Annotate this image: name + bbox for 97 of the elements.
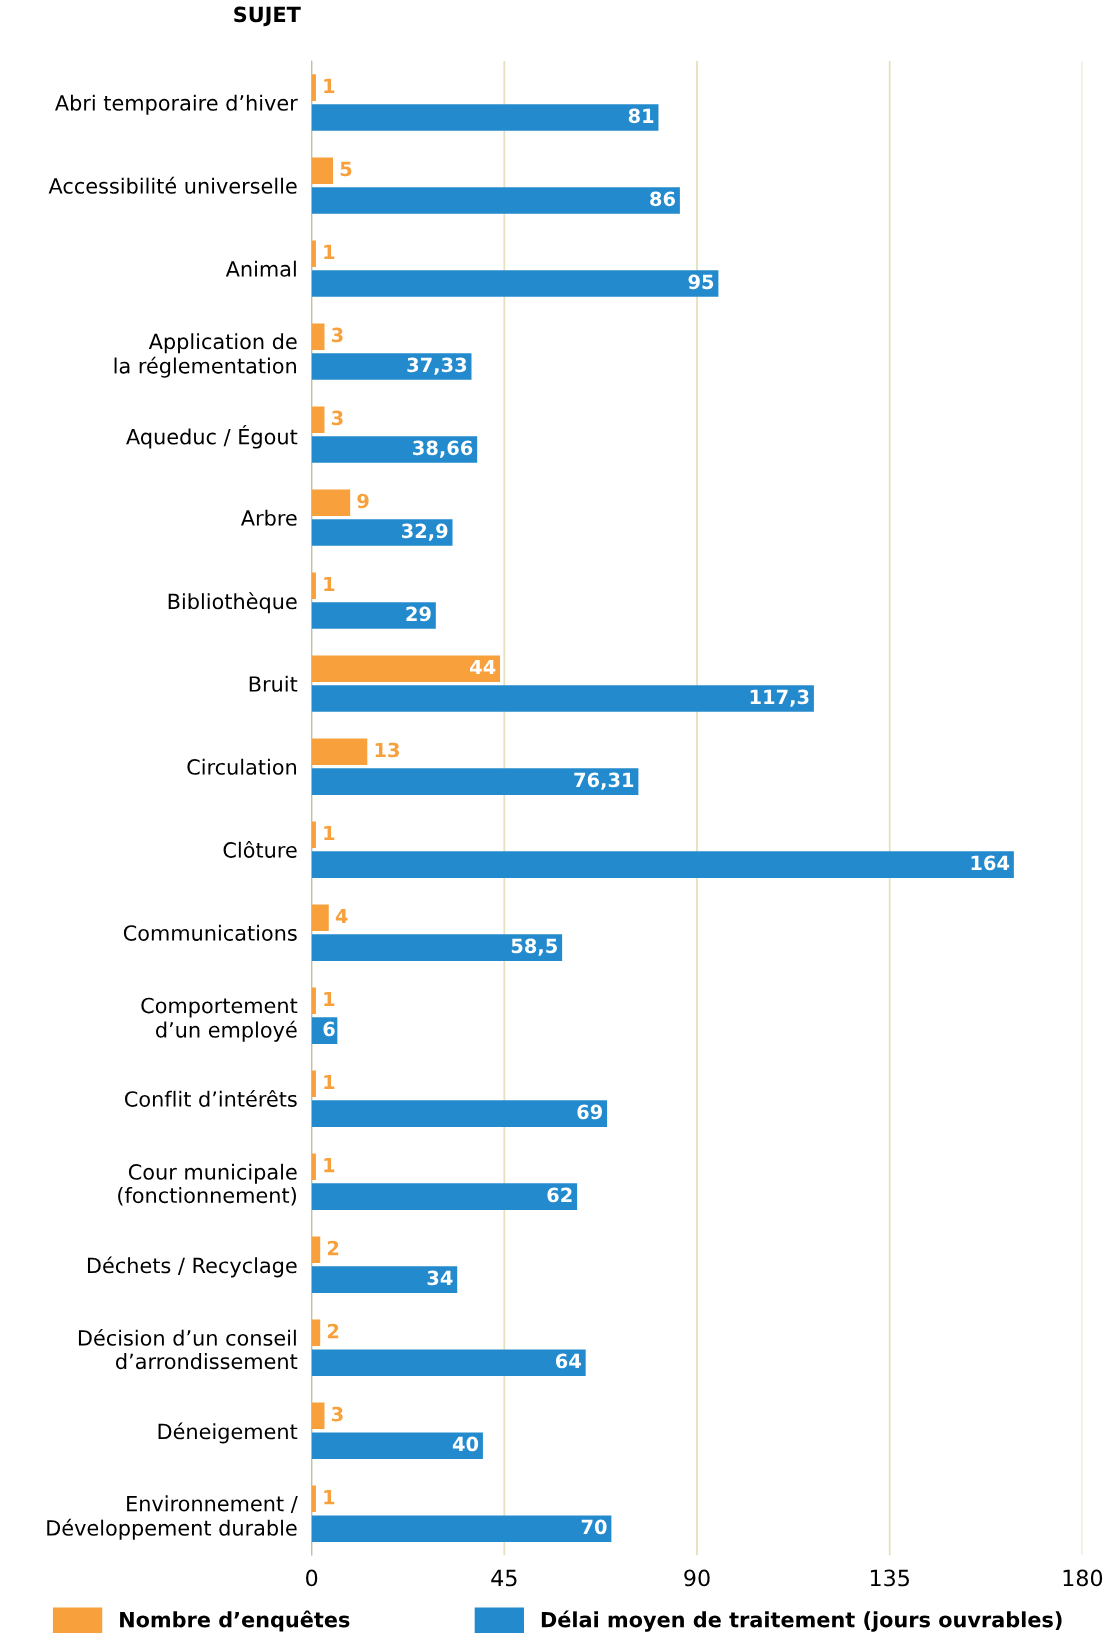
bar <box>311 1515 612 1542</box>
data-label: 34 <box>427 1270 453 1286</box>
bar <box>311 768 639 795</box>
bar <box>311 904 329 932</box>
bar <box>311 1236 321 1264</box>
data-label: 6 <box>323 1021 335 1037</box>
data-label: 62 <box>547 1187 572 1203</box>
bar <box>311 240 316 267</box>
data-label: 2 <box>327 1323 339 1339</box>
bar <box>311 489 351 516</box>
y-tick-label: Décision d’un conseil d’arrondissement <box>78 1328 298 1370</box>
bar <box>311 602 436 629</box>
x-tick-label: 135 <box>870 1569 909 1587</box>
data-label: 29 <box>406 606 431 622</box>
bar <box>311 187 680 214</box>
data-label: 76,31 <box>574 772 634 790</box>
bar <box>311 1349 586 1376</box>
data-label: 58,5 <box>511 938 557 956</box>
bar <box>311 987 316 1015</box>
bar <box>311 1100 608 1127</box>
data-label: 69 <box>577 1104 602 1120</box>
legend-label: Nombre d’enquêtes <box>120 1610 350 1632</box>
y-tick-label: Circulation <box>187 758 296 775</box>
x-tick-label: 180 <box>1063 1569 1103 1587</box>
bar <box>311 1319 321 1347</box>
bar <box>311 323 325 350</box>
data-label: 1 <box>324 244 335 260</box>
bar <box>311 934 563 961</box>
data-label: 1 <box>324 1074 335 1090</box>
bar <box>311 353 472 380</box>
data-label: 3 <box>331 1406 343 1422</box>
x-tick-label: 90 <box>684 1569 710 1587</box>
x-tick-label: 0 <box>306 1569 318 1587</box>
data-label: 1 <box>324 1157 335 1173</box>
bar <box>311 1432 483 1459</box>
y-axis-title: SUJET <box>234 6 301 27</box>
data-label: 38,66 <box>413 440 473 458</box>
data-label: 95 <box>688 274 714 290</box>
data-label: 3 <box>331 327 343 343</box>
bar <box>311 436 478 463</box>
bar <box>311 821 316 849</box>
bar <box>311 1153 316 1181</box>
data-label: 40 <box>452 1436 479 1452</box>
bar <box>311 1266 458 1293</box>
bar <box>311 738 368 765</box>
data-label: 1 <box>324 991 335 1007</box>
data-label: 9 <box>357 493 369 509</box>
data-label: 37,33 <box>407 357 467 375</box>
y-tick-label: Application de la réglementation <box>114 333 297 378</box>
y-tick-label: Bibliothèque <box>168 592 297 614</box>
data-label: 64 <box>555 1353 581 1369</box>
y-tick-label: Communications <box>123 924 297 941</box>
y-tick-label: Arbre <box>240 509 297 526</box>
data-label: 164 <box>971 855 1010 871</box>
data-label: 70 <box>581 1519 607 1535</box>
bar <box>311 157 334 184</box>
bar <box>311 519 453 546</box>
bar <box>311 685 814 712</box>
data-label: 1 <box>324 576 335 592</box>
bar <box>311 74 316 101</box>
data-label: 81 <box>628 108 654 124</box>
bar <box>311 1183 578 1210</box>
bar <box>311 572 316 599</box>
bar <box>311 1485 316 1513</box>
data-label: 1 <box>324 825 335 841</box>
y-tick-label: Animal <box>225 260 296 277</box>
data-label: 4 <box>335 908 348 924</box>
data-label: 13 <box>375 742 399 758</box>
x-tick-label: 45 <box>491 1569 517 1587</box>
bar <box>311 104 659 131</box>
bar <box>311 1402 325 1430</box>
data-label: 32,9 <box>401 523 448 541</box>
y-tick-label: Bruit <box>249 675 298 692</box>
data-label: 3 <box>331 410 343 426</box>
y-tick-label: Déneigement <box>158 1422 298 1444</box>
data-label: 1 <box>324 1489 335 1505</box>
y-tick-label: Accessibilité universelle <box>48 176 297 194</box>
data-label: 2 <box>327 1240 339 1256</box>
data-label: 117,3 <box>750 689 809 707</box>
legend-label: Délai moyen de traitement (jours ouvrables) <box>541 1610 1062 1632</box>
y-tick-label: Abri temporaire d’hiver <box>55 94 298 115</box>
y-tick-label: Comportement d’un employé <box>141 997 298 1042</box>
bar <box>311 270 719 297</box>
bar <box>311 655 501 682</box>
y-tick-label: Déchets / Recyclage <box>87 1256 297 1278</box>
y-tick-label: Environnement / Développement durable <box>47 1495 298 1540</box>
data-label: 44 <box>470 659 496 675</box>
data-label: 86 <box>650 191 675 207</box>
y-tick-label: Cour municipale (fonctionnement) <box>118 1163 297 1206</box>
data-label: 1 <box>324 78 335 94</box>
y-tick-label: Conflit d’intérêts <box>124 1089 297 1107</box>
bar <box>311 1070 316 1098</box>
y-tick-label: Aqueduc / Égout <box>126 424 298 449</box>
bar <box>311 406 325 433</box>
data-label: 5 <box>340 161 352 177</box>
y-tick-label: Clôture <box>223 840 297 858</box>
bar <box>311 851 1014 878</box>
